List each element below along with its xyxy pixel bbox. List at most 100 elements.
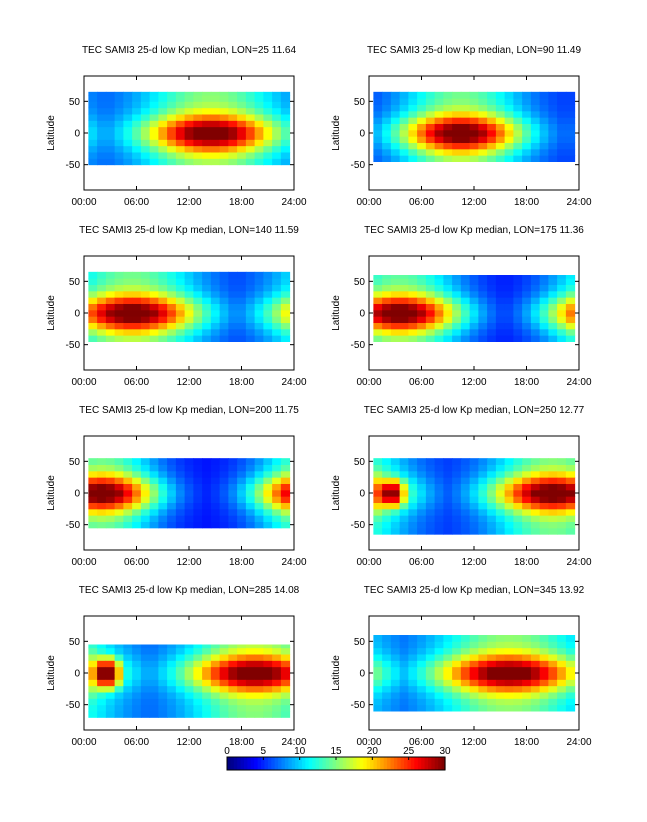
heatmap-cell: [557, 641, 567, 649]
heatmap-cell: [105, 644, 116, 649]
heatmap-cell: [548, 91, 558, 99]
heatmap-cell: [548, 129, 558, 137]
heatmap-cell: [210, 685, 221, 693]
heatmap-cell: [530, 142, 541, 150]
heatmap-cell: [88, 692, 98, 699]
heatmap-cell: [105, 470, 116, 478]
heatmap-cell: [425, 704, 436, 712]
heatmap-cell: [237, 692, 247, 699]
heatmap-cell: [425, 464, 436, 472]
heatmap-cell: [495, 521, 506, 529]
heatmap-cell: [504, 641, 514, 649]
heatmap-cell: [149, 464, 159, 472]
heatmap-cell: [149, 328, 159, 336]
heatmap-cell: [399, 641, 409, 649]
heatmap-cell: [158, 666, 168, 674]
x-tick-label: 18:00: [514, 557, 539, 568]
heatmap-cell: [408, 328, 418, 336]
heatmap-cell: [373, 508, 383, 516]
heatmap-cell: [210, 673, 221, 680]
heatmap-cell: [114, 303, 124, 311]
heatmap-cell: [495, 673, 506, 680]
heatmap-cell: [557, 290, 567, 298]
heatmap-cell: [97, 458, 107, 465]
heatmap-cell: [417, 328, 427, 336]
heatmap-cell: [175, 502, 186, 510]
heatmap-cell: [513, 297, 523, 304]
heatmap-cell: [202, 101, 212, 109]
heatmap-cell: [504, 527, 514, 535]
heatmap-cell: [280, 496, 291, 503]
heatmap-cell: [184, 654, 194, 661]
heatmap-cell: [390, 698, 401, 706]
heatmap-cell: [425, 316, 436, 323]
heatmap-cell: [390, 328, 401, 336]
heatmap-cell: [452, 104, 462, 112]
heatmap-cell: [434, 654, 444, 661]
heatmap-cell: [469, 527, 479, 535]
heatmap-cell: [132, 284, 142, 292]
heatmap-cell: [460, 483, 471, 491]
heatmap-cell: [97, 489, 107, 497]
heatmap-cell: [272, 458, 282, 465]
heatmap-cell: [425, 666, 436, 674]
heatmap-cell: [123, 278, 133, 285]
heatmap-cell: [417, 704, 427, 712]
heatmap-cell: [158, 290, 168, 298]
heatmap-cell: [487, 316, 497, 323]
heatmap-cell: [425, 110, 436, 118]
heatmap-cell: [210, 133, 221, 140]
heatmap-cell: [522, 521, 532, 529]
heatmap-cell: [443, 98, 453, 105]
heatmap-cell: [425, 679, 436, 687]
heatmap-cell: [184, 316, 194, 323]
heatmap-cell: [140, 271, 151, 279]
heatmap-cell: [399, 660, 409, 668]
heatmap-cell: [373, 297, 383, 304]
x-tick-label: 12:00: [176, 737, 201, 748]
heatmap-cell: [114, 328, 124, 336]
heatmap-cell: [167, 284, 177, 292]
heatmap-cell: [530, 328, 541, 336]
heatmap-cell: [149, 698, 159, 706]
heatmap-cell: [460, 309, 471, 317]
heatmap-cell: [202, 152, 212, 159]
heatmap-cell: [373, 685, 383, 693]
heatmap-cell: [167, 322, 177, 330]
heatmap-cell: [399, 297, 409, 304]
heatmap-cell: [254, 120, 264, 128]
heatmap-cell: [254, 107, 264, 115]
heatmap-cell: [443, 297, 453, 304]
heatmap-cell: [263, 477, 273, 484]
heatmap-cell: [272, 271, 282, 279]
heatmap-cell: [373, 521, 383, 529]
heatmap-cell: [487, 110, 497, 118]
heatmap-cell: [495, 98, 506, 105]
y-tick-label: -50: [66, 700, 81, 711]
heatmap-cell: [97, 704, 107, 712]
heatmap-cell: [382, 654, 392, 661]
heatmap-cell: [460, 458, 471, 465]
heatmap-cell: [228, 322, 238, 330]
heatmap-cell: [522, 527, 532, 535]
heatmap-cell: [140, 290, 151, 298]
heatmap-cell: [175, 654, 186, 661]
heatmap-cell: [132, 660, 142, 668]
heatmap-cell: [522, 502, 532, 510]
heatmap-cell: [522, 104, 532, 112]
heatmap-cell: [565, 654, 576, 661]
colorbar-swatch: [254, 757, 259, 770]
heatmap-cell: [123, 158, 133, 166]
heatmap-cell: [425, 284, 436, 292]
heatmap-cell: [495, 483, 506, 491]
heatmap-cell: [167, 679, 177, 687]
heatmap-cell: [254, 309, 264, 317]
y-tick-label: -50: [351, 160, 366, 171]
heatmap-cell: [522, 129, 532, 137]
heatmap-cell: [539, 142, 549, 150]
heatmap-cell: [425, 142, 436, 150]
heatmap-cell: [373, 98, 383, 105]
heatmap-cell: [132, 502, 142, 510]
heatmap-cell: [245, 647, 256, 655]
heatmap-cell: [460, 673, 471, 680]
